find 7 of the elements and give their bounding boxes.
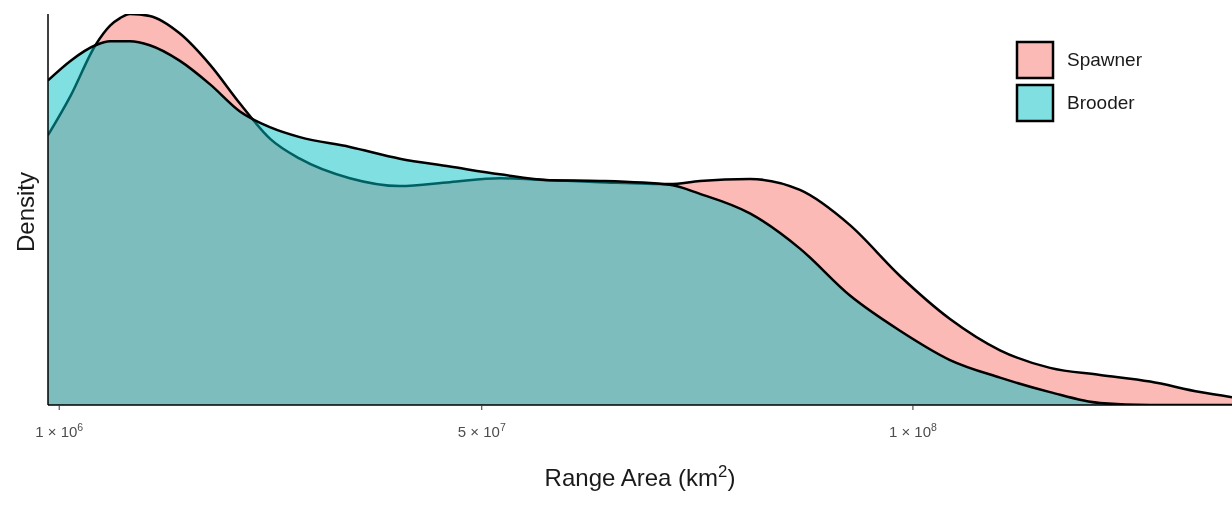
x-tick-label: 5 × 10$^{7}$ xyxy=(457,421,506,440)
x-axis-title: Range Area (km$^{2}$) xyxy=(544,461,736,491)
legend-label: Brooder xyxy=(1067,91,1135,114)
y-axis-title: Density xyxy=(12,171,39,253)
legend-label: Spawner xyxy=(1067,48,1142,71)
x-tick-label: 1 × 10$^{6}$ xyxy=(35,421,84,440)
x-tick-label: 1 × 10$^{8}$ xyxy=(888,421,938,440)
